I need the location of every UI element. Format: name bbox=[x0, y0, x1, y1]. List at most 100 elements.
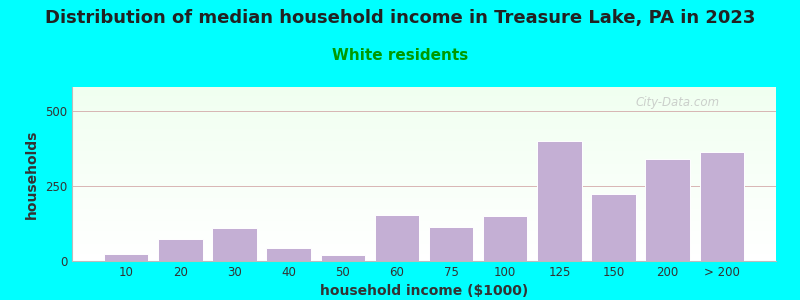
Bar bbox=[72, 120, 776, 122]
Bar bbox=[72, 148, 776, 150]
Bar bbox=[72, 122, 776, 124]
Bar bbox=[72, 118, 776, 120]
Bar bbox=[72, 155, 776, 157]
Bar bbox=[72, 143, 776, 144]
Bar bbox=[72, 162, 776, 164]
Bar bbox=[266, 248, 311, 261]
Bar bbox=[72, 139, 776, 141]
Bar bbox=[72, 223, 776, 224]
Bar bbox=[72, 89, 776, 91]
Bar bbox=[72, 196, 776, 198]
Bar bbox=[72, 157, 776, 158]
Bar bbox=[72, 259, 776, 261]
Bar bbox=[72, 240, 776, 242]
Bar bbox=[72, 179, 776, 181]
Bar bbox=[72, 130, 776, 132]
Bar bbox=[72, 181, 776, 183]
Bar bbox=[72, 247, 776, 249]
Bar bbox=[72, 87, 776, 89]
Bar bbox=[72, 228, 776, 230]
Bar bbox=[72, 172, 776, 174]
Bar bbox=[72, 230, 776, 231]
Bar bbox=[72, 219, 776, 221]
Bar bbox=[72, 186, 776, 188]
Bar bbox=[72, 144, 776, 146]
Bar bbox=[72, 96, 776, 98]
Bar bbox=[72, 188, 776, 190]
Bar bbox=[700, 152, 744, 261]
Bar bbox=[646, 159, 690, 261]
Bar bbox=[72, 216, 776, 218]
Bar bbox=[104, 254, 148, 261]
Bar bbox=[72, 191, 776, 193]
Bar bbox=[72, 212, 776, 214]
Bar bbox=[72, 190, 776, 191]
Bar bbox=[72, 226, 776, 228]
Bar bbox=[72, 176, 776, 178]
Bar bbox=[72, 242, 776, 244]
Bar bbox=[429, 226, 474, 261]
Bar bbox=[72, 134, 776, 136]
Text: Distribution of median household income in Treasure Lake, PA in 2023: Distribution of median household income … bbox=[45, 9, 755, 27]
Bar bbox=[158, 238, 202, 261]
Bar bbox=[72, 106, 776, 108]
Bar bbox=[72, 249, 776, 250]
Bar bbox=[72, 113, 776, 115]
X-axis label: household income ($1000): household income ($1000) bbox=[320, 284, 528, 298]
Bar bbox=[72, 165, 776, 167]
Bar bbox=[72, 252, 776, 254]
Bar bbox=[72, 127, 776, 129]
Bar bbox=[72, 111, 776, 113]
Bar bbox=[72, 214, 776, 216]
Bar bbox=[72, 233, 776, 235]
Bar bbox=[72, 150, 776, 152]
Bar bbox=[72, 108, 776, 110]
Bar bbox=[72, 244, 776, 245]
Bar bbox=[72, 245, 776, 247]
Bar bbox=[72, 183, 776, 184]
Bar bbox=[72, 146, 776, 148]
Bar bbox=[72, 254, 776, 256]
Bar bbox=[72, 211, 776, 212]
Bar bbox=[72, 224, 776, 226]
Bar bbox=[72, 124, 776, 125]
Text: City-Data.com: City-Data.com bbox=[635, 96, 719, 109]
Bar bbox=[72, 198, 776, 200]
Bar bbox=[72, 129, 776, 130]
Bar bbox=[72, 193, 776, 195]
Bar bbox=[591, 194, 636, 261]
Bar bbox=[72, 200, 776, 202]
Bar bbox=[212, 228, 257, 261]
Bar bbox=[72, 207, 776, 209]
Bar bbox=[72, 202, 776, 204]
Bar bbox=[72, 184, 776, 186]
Y-axis label: households: households bbox=[26, 129, 39, 219]
Bar bbox=[72, 237, 776, 239]
Bar bbox=[72, 256, 776, 257]
Bar bbox=[72, 137, 776, 139]
Bar bbox=[374, 214, 419, 261]
Bar bbox=[72, 170, 776, 172]
Bar bbox=[72, 117, 776, 118]
Bar bbox=[72, 257, 776, 259]
Bar bbox=[72, 153, 776, 155]
Bar bbox=[72, 209, 776, 211]
Bar bbox=[72, 169, 776, 170]
Bar bbox=[72, 101, 776, 103]
Bar bbox=[72, 238, 776, 240]
Bar bbox=[72, 218, 776, 219]
Bar bbox=[321, 255, 365, 261]
Bar bbox=[72, 205, 776, 207]
Bar bbox=[72, 195, 776, 196]
Text: White residents: White residents bbox=[332, 48, 468, 63]
Bar bbox=[72, 167, 776, 169]
Bar bbox=[72, 164, 776, 165]
Bar bbox=[537, 141, 582, 261]
Bar bbox=[72, 99, 776, 101]
Bar bbox=[72, 178, 776, 179]
Bar bbox=[72, 132, 776, 134]
Bar bbox=[72, 115, 776, 117]
Bar bbox=[72, 110, 776, 111]
Bar bbox=[72, 98, 776, 99]
Bar bbox=[72, 91, 776, 92]
